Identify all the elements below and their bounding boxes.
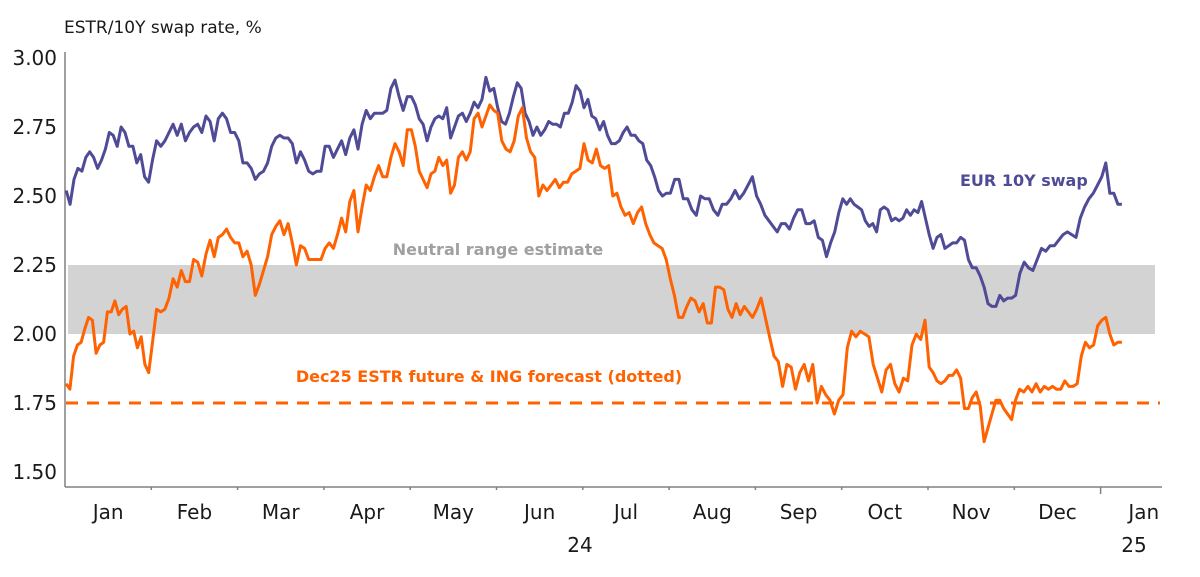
series-lines (64, 75, 1122, 444)
y-tick-label: 1.75 (12, 391, 57, 415)
x-tick-label: Feb (177, 500, 212, 524)
x-tick-label: May (433, 500, 475, 524)
y-tick-label: 2.75 (12, 115, 57, 139)
x-tick-label: Oct (868, 500, 903, 524)
neutral-range-band-group: Neutral range estimate (68, 240, 1155, 334)
x-axis: Jan Feb Mar Apr May Jun Jul Aug Sep Oct Nov Dec Jan 2… (65, 486, 1162, 557)
neutral-range-label: Neutral range estimate (393, 240, 604, 259)
y-tick-label: 2.00 (12, 322, 57, 346)
x-tick-label: Mar (262, 500, 301, 524)
x-tick-label: Apr (350, 500, 385, 524)
x-tick-label: Jun (522, 500, 555, 524)
eur-10y-swap-line (64, 75, 1122, 308)
y-tick-label: 1.50 (12, 460, 57, 484)
y-tick-label: 2.50 (12, 184, 57, 208)
year-label: 24 (567, 533, 592, 557)
x-tick-label: Nov (952, 500, 991, 524)
y-tick-label: 3.00 (12, 46, 57, 70)
neutral-range-band (68, 265, 1155, 334)
x-tick-label: Jan (91, 500, 124, 524)
y-tick-label: 2.25 (12, 253, 57, 277)
x-tick-label: Aug (693, 500, 732, 524)
x-tick-label: Dec (1038, 500, 1077, 524)
year-label: 25 (1121, 533, 1146, 557)
x-tick-label: Jan (1126, 500, 1159, 524)
y-axis: 3.00 2.75 2.50 2.25 2.00 1.75 1.50 (12, 46, 66, 487)
chart-title: ESTR/10Y swap rate, % (64, 18, 262, 38)
x-tick-label: Jul (612, 500, 638, 524)
x-tick-label: Sep (780, 500, 818, 524)
forecast-label: Dec25 ESTR future & ING forecast (dotted… (296, 367, 682, 386)
swap-series-label: EUR 10Y swap (960, 171, 1088, 190)
dec25-estr-future-line (64, 103, 1122, 444)
